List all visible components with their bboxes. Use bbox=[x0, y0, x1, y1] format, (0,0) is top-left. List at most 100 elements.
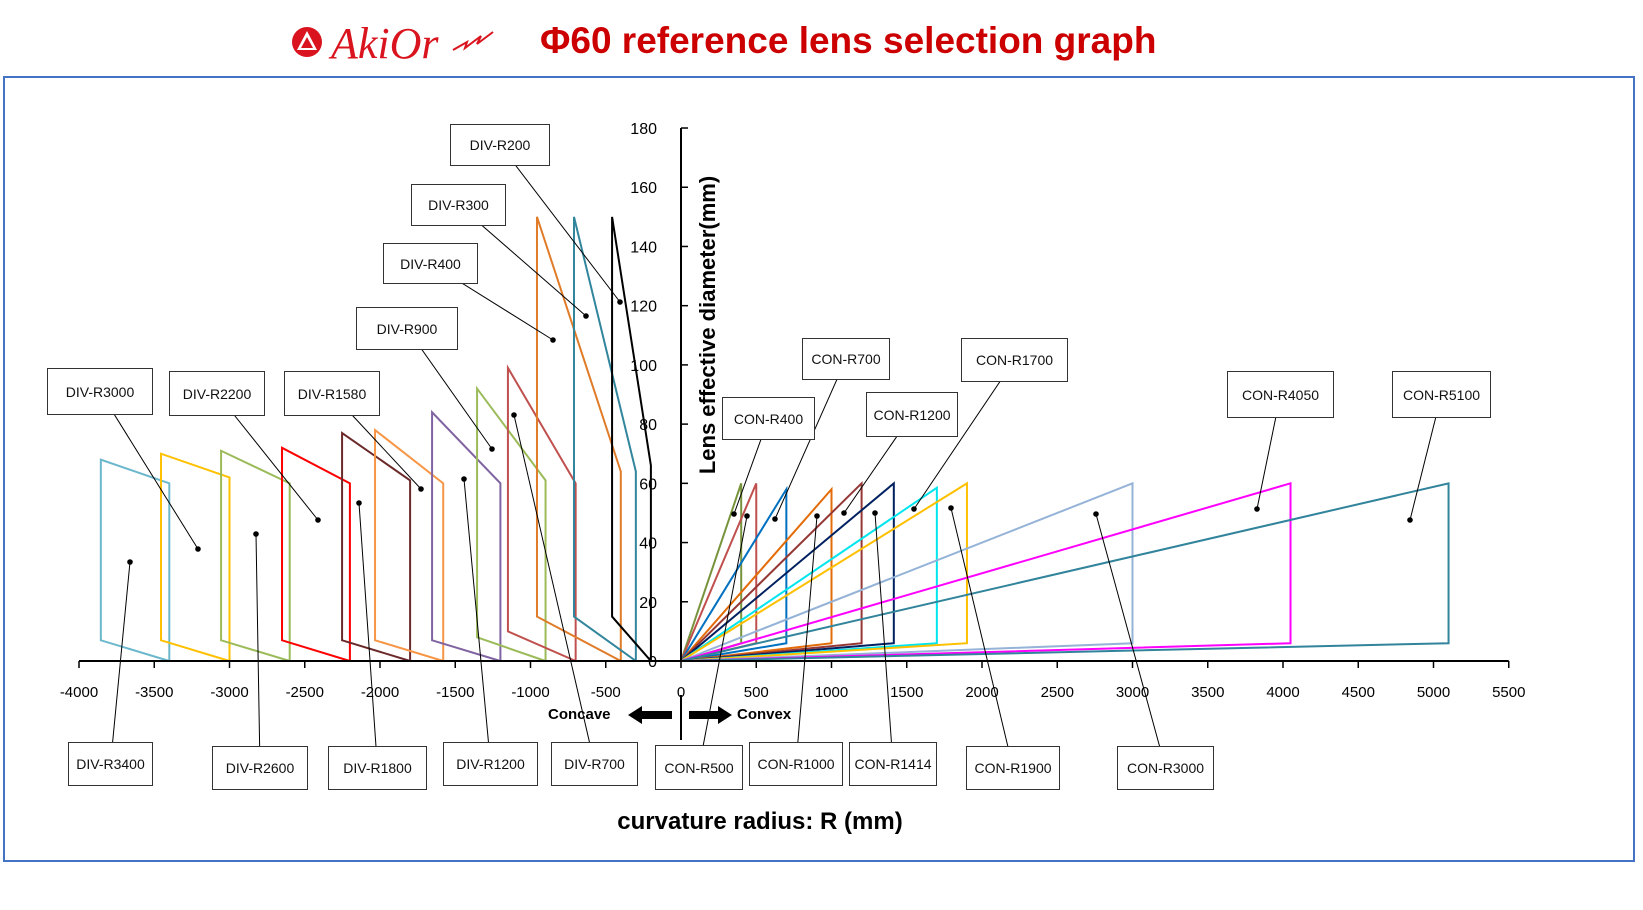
leader-line bbox=[795, 515, 818, 765]
annotation-con-r500: CON-R500 bbox=[655, 745, 743, 790]
leader-line bbox=[358, 502, 378, 769]
page-title: Φ60 reference lens selection graph bbox=[540, 20, 1157, 61]
leader-dot bbox=[911, 506, 917, 512]
annotation-con-r1200: CON-R1200 bbox=[866, 392, 958, 437]
leader-dot bbox=[418, 486, 424, 492]
series-con-r1000 bbox=[680, 486, 833, 662]
annotation-div-r300: DIV-R300 bbox=[411, 184, 506, 226]
svg-text:AkiOr: AkiOr bbox=[328, 19, 439, 68]
y-tick-label: 20 bbox=[639, 595, 657, 612]
series-div-r1580 bbox=[374, 427, 445, 662]
series-con-r1414 bbox=[680, 481, 895, 662]
leader-line bbox=[255, 533, 261, 769]
y-tick-label: 100 bbox=[630, 358, 657, 375]
leader-dot bbox=[948, 505, 954, 511]
x-tick-label: -2000 bbox=[361, 684, 399, 701]
series-div-r2200 bbox=[281, 446, 351, 662]
leader-line bbox=[499, 144, 621, 303]
leader-dot bbox=[253, 531, 259, 537]
x-tick-label: 5000 bbox=[1417, 684, 1450, 701]
series-con-r700 bbox=[680, 485, 788, 662]
y-tick-label: 40 bbox=[639, 536, 657, 553]
leader-line bbox=[913, 359, 1015, 510]
x-tick-label: -2500 bbox=[286, 684, 324, 701]
y-tick-label: 180 bbox=[630, 121, 657, 138]
leader-line bbox=[463, 478, 491, 765]
x-tick-label: 1000 bbox=[815, 684, 848, 701]
leader-line bbox=[110, 561, 131, 765]
akiora-logo: AkiOr bbox=[285, 12, 525, 73]
y-axis-label: Lens effective diameter(mm) bbox=[695, 175, 720, 475]
x-tick-label: -1500 bbox=[436, 684, 474, 701]
x-tick-label: -4000 bbox=[60, 684, 98, 701]
series-con-r400 bbox=[680, 483, 743, 662]
series-div-r700 bbox=[506, 364, 577, 662]
leader-line bbox=[950, 507, 1014, 769]
series-div-r900 bbox=[476, 385, 547, 662]
series-div-r200 bbox=[611, 216, 652, 662]
leader-dot bbox=[489, 446, 495, 452]
leader-dot bbox=[872, 510, 878, 516]
right-arrow-icon bbox=[689, 706, 732, 724]
leader-dot bbox=[1407, 517, 1413, 523]
x-tick-label: -3500 bbox=[135, 684, 173, 701]
y-tick-label: 60 bbox=[639, 476, 657, 493]
x-tick-label: 0 bbox=[677, 684, 685, 701]
annotation-con-r4050: CON-R4050 bbox=[1227, 371, 1334, 418]
annotation-div-r2200: DIV-R2200 bbox=[169, 371, 265, 416]
leader-dot bbox=[1254, 506, 1260, 512]
annotation-div-r1800: DIV-R1800 bbox=[328, 746, 427, 790]
x-tick-label: 4500 bbox=[1342, 684, 1375, 701]
x-tick-label: 3000 bbox=[1116, 684, 1149, 701]
annotation-con-r400: CON-R400 bbox=[722, 397, 815, 440]
series-div-r2600 bbox=[220, 449, 291, 662]
leader-dot bbox=[583, 313, 589, 319]
x-axis-label: curvature radius: R (mm) bbox=[617, 808, 903, 835]
annotation-con-r1900: CON-R1900 bbox=[966, 746, 1060, 790]
leader-dot bbox=[1093, 511, 1099, 517]
left-arrow-icon bbox=[628, 706, 672, 724]
leader-dot bbox=[731, 511, 737, 517]
annotation-div-r700: DIV-R700 bbox=[551, 742, 638, 786]
leader-dot bbox=[841, 510, 847, 516]
annotation-div-r900: DIV-R900 bbox=[356, 307, 458, 350]
series-con-r3000 bbox=[680, 481, 1134, 662]
leader-dot bbox=[617, 299, 623, 305]
leader-dot bbox=[356, 500, 362, 506]
leader-line bbox=[99, 391, 199, 550]
annotation-con-r1000: CON-R1000 bbox=[749, 742, 843, 786]
x-tick-label: 3500 bbox=[1191, 684, 1224, 701]
annotation-con-r1700: CON-R1700 bbox=[961, 338, 1068, 382]
x-tick-label: -500 bbox=[591, 684, 621, 701]
x-tick-label: 5500 bbox=[1492, 684, 1525, 701]
annotation-div-r1580: DIV-R1580 bbox=[284, 371, 380, 416]
series-con-r1900 bbox=[680, 481, 968, 662]
annotation-con-r1414: CON-R1414 bbox=[849, 742, 937, 786]
series-con-r1200 bbox=[680, 480, 863, 662]
annotation-div-r2600: DIV-R2600 bbox=[212, 746, 308, 790]
leader-dot bbox=[744, 513, 750, 519]
annotation-con-r700: CON-R700 bbox=[802, 338, 890, 380]
leader-dot bbox=[772, 516, 778, 522]
x-tick-label: -3000 bbox=[210, 684, 248, 701]
x-tick-label: 1500 bbox=[890, 684, 923, 701]
y-tick-label: 140 bbox=[630, 239, 657, 256]
annotation-div-r200: DIV-R200 bbox=[450, 124, 550, 166]
y-tick-label: 120 bbox=[630, 299, 657, 316]
series-div-r300 bbox=[572, 216, 637, 662]
x-tick-label: 2000 bbox=[965, 684, 998, 701]
leader-line bbox=[698, 515, 748, 768]
leader-line bbox=[1095, 513, 1166, 769]
series-div-r3400 bbox=[99, 458, 171, 662]
annotation-div-r1200: DIV-R1200 bbox=[443, 742, 538, 786]
series-div-r400 bbox=[535, 216, 622, 662]
leader-line bbox=[874, 512, 894, 765]
leader-dot bbox=[127, 559, 133, 565]
leader-dot bbox=[315, 517, 321, 523]
concave-label: Concave bbox=[548, 706, 611, 723]
y-tick-label: 0 bbox=[648, 654, 657, 671]
annotation-div-r400: DIV-R400 bbox=[383, 243, 478, 284]
annotation-div-r3400: DIV-R3400 bbox=[68, 742, 153, 786]
convex-label: Convex bbox=[737, 706, 792, 723]
